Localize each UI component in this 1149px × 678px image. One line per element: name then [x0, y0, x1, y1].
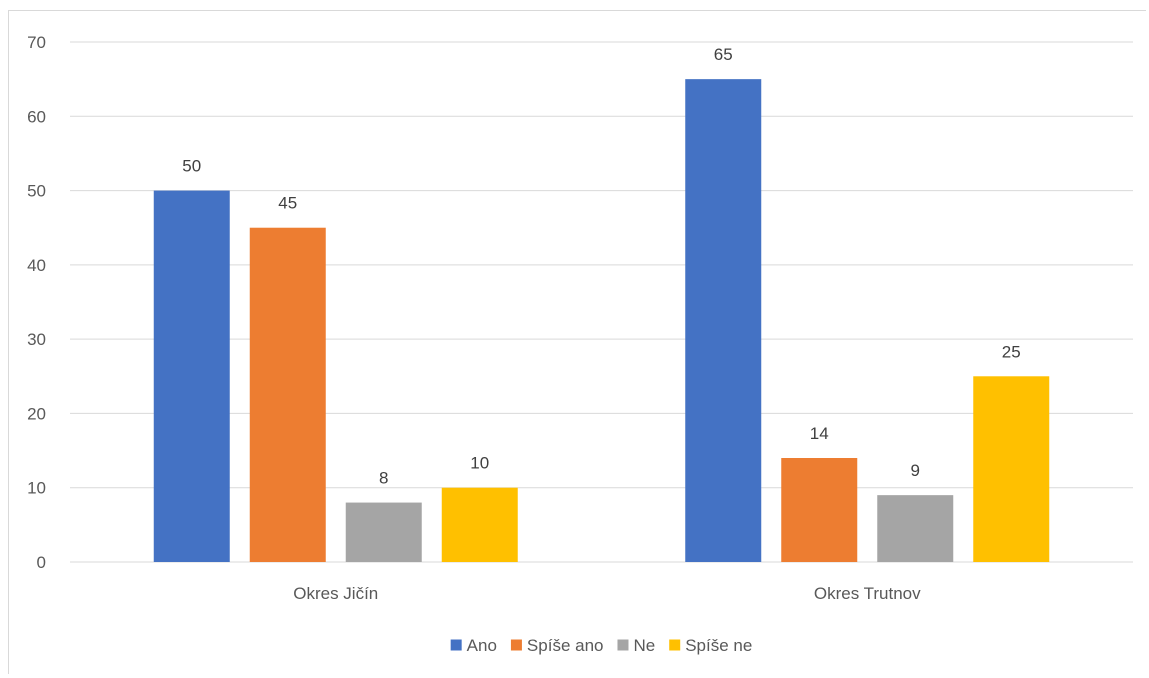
y-axis-ticks: 0 10 20 30 40 50 60 70: [27, 33, 46, 572]
data-label: 8: [379, 469, 388, 488]
bar: [877, 495, 954, 562]
bar: [973, 376, 1050, 562]
y-tick-label: 70: [27, 33, 46, 52]
bars: [153, 79, 1050, 563]
legend-swatch: [617, 639, 629, 651]
data-label: 25: [1002, 342, 1021, 361]
data-label: 45: [278, 194, 297, 213]
bar: [249, 227, 326, 562]
data-label: 65: [714, 45, 733, 64]
legend: Ano Spíše ano Ne Spíše ne: [450, 636, 752, 655]
x-category-label: Okres Trutnov: [814, 584, 921, 603]
bar: [153, 190, 230, 563]
data-label: 14: [810, 424, 829, 443]
x-axis-categories: Okres Jičín Okres Trutnov: [293, 584, 921, 603]
bar: [441, 487, 518, 562]
bar: [345, 502, 422, 562]
y-tick-label: 20: [27, 404, 46, 423]
gridlines: [70, 41, 1133, 563]
legend-swatch: [450, 639, 462, 651]
legend-label: Spíše ne: [685, 636, 752, 655]
y-tick-label: 0: [37, 553, 46, 572]
y-tick-label: 30: [27, 330, 46, 349]
y-tick-label: 10: [27, 479, 46, 498]
data-label: 9: [911, 461, 920, 480]
legend-swatch: [669, 639, 681, 651]
legend-label: Spíše ano: [527, 636, 604, 655]
y-tick-label: 60: [27, 107, 46, 126]
y-tick-label: 40: [27, 256, 46, 275]
legend-label: Ano: [467, 636, 497, 655]
y-tick-label: 50: [27, 182, 46, 201]
legend-label: Ne: [633, 636, 655, 655]
data-label: 10: [470, 454, 489, 473]
bar: [781, 458, 858, 562]
bar: [685, 79, 762, 563]
chart-frame: [8, 10, 1146, 674]
legend-swatch: [510, 639, 522, 651]
data-label: 50: [182, 157, 201, 176]
data-labels: 50 45 8 10 65 14 9 25: [182, 45, 1020, 487]
x-category-label: Okres Jičín: [293, 584, 378, 603]
